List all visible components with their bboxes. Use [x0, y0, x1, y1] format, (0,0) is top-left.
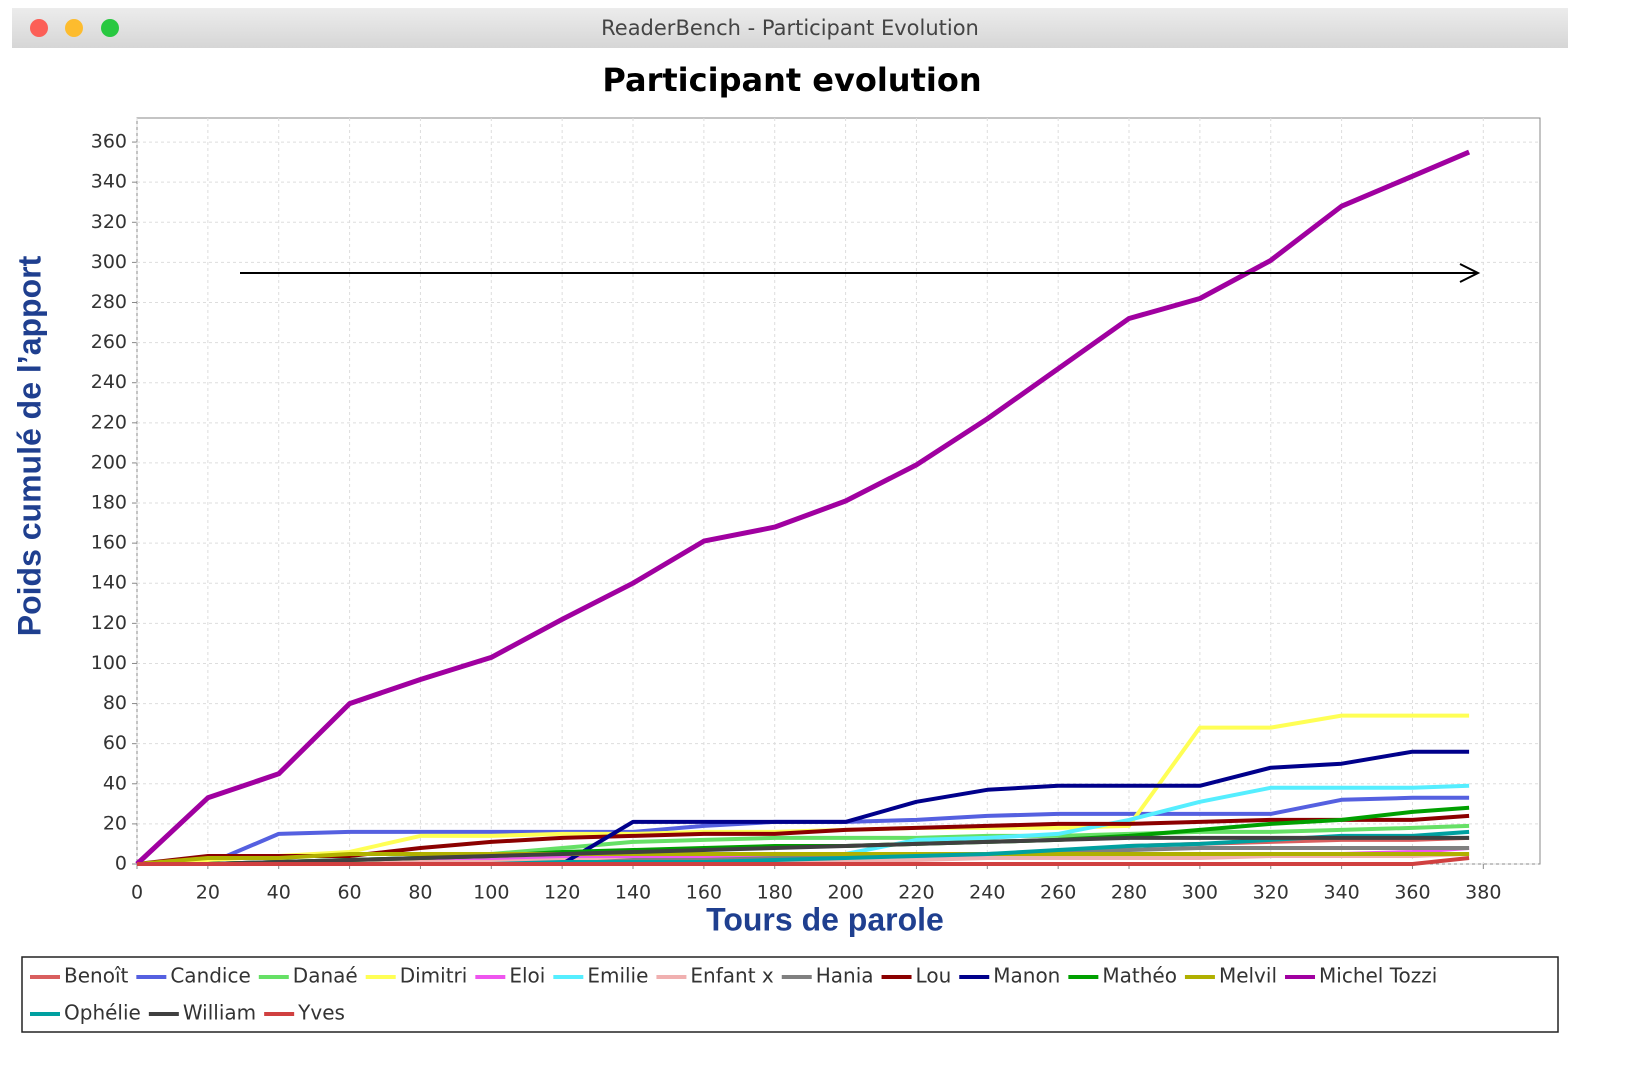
x-axis-label: Tours de parole — [706, 901, 944, 937]
legend-label: Mathéo — [1102, 964, 1177, 988]
x-tick-label: 360 — [1394, 882, 1430, 904]
legend-label: Hania — [816, 964, 874, 988]
x-tick-label: 20 — [196, 882, 220, 904]
y-tick-label: 160 — [91, 532, 127, 554]
legend-entry: Emilie — [553, 964, 648, 988]
legend-entry: Yves — [264, 1001, 345, 1025]
x-tick-label: 140 — [615, 882, 651, 904]
x-tick-label: 220 — [898, 882, 934, 904]
legend-box — [21, 956, 1559, 1033]
legend-label: Manon — [993, 964, 1060, 988]
legend-entry: Mathéo — [1068, 964, 1177, 988]
y-axis-label: Poids cumulé de l’apport — [11, 255, 47, 636]
y-tick-label: 320 — [91, 211, 127, 233]
legend-label: Michel Tozzi — [1319, 964, 1437, 988]
y-tick-label: 140 — [91, 572, 127, 594]
series-line — [135, 149, 1471, 866]
y-tick-label: 200 — [91, 451, 127, 473]
legend-entry: Hania — [781, 964, 874, 988]
legend-label: Yves — [297, 1001, 345, 1025]
y-tick-label: 340 — [91, 171, 127, 193]
x-tick-label: 320 — [1253, 882, 1289, 904]
window-title: ReaderBench - Participant Evolution — [601, 16, 979, 40]
y-tick-label: 120 — [91, 612, 127, 634]
legend-label: Lou — [916, 964, 952, 988]
x-tick-label: 240 — [969, 882, 1005, 904]
x-tick-label: 280 — [1111, 882, 1147, 904]
legend-label: Danaé — [293, 964, 358, 988]
y-tick-label: 0 — [115, 853, 127, 875]
legend-entry: Michel Tozzi — [1285, 964, 1437, 988]
series-line — [137, 856, 1470, 866]
legend-label: Eloi — [509, 964, 545, 988]
y-tick-label: 360 — [91, 131, 127, 153]
legend-label: Dimitri — [400, 964, 468, 988]
x-tick-label: 80 — [408, 882, 432, 904]
legend-label: Candice — [170, 964, 250, 988]
legend-entry: Melvil — [1184, 964, 1277, 988]
annotation-arrow — [240, 263, 1481, 283]
x-tick-label: 180 — [757, 882, 793, 904]
legend-entry: William — [148, 1001, 256, 1025]
legend-label: Enfant x — [690, 964, 773, 988]
y-tick-label: 180 — [91, 492, 127, 514]
legend-entry: Eloi — [475, 964, 545, 988]
y-tick-label: 100 — [91, 652, 127, 674]
x-tick-label: 200 — [827, 882, 863, 904]
y-tick-label: 40 — [103, 772, 127, 794]
y-tick-label: 300 — [91, 251, 127, 273]
series-line — [136, 852, 1470, 866]
legend-entry: Danaé — [258, 964, 358, 988]
y-tick-label: 240 — [91, 371, 127, 393]
legend-entry: Benoît — [30, 964, 128, 988]
legend-entry: Dimitri — [365, 964, 468, 988]
x-tick-label: 340 — [1323, 882, 1359, 904]
legend-label: Melvil — [1219, 964, 1277, 988]
x-tick-label: 60 — [337, 882, 361, 904]
legend-entry: Enfant x — [656, 964, 774, 988]
x-tick-label: 300 — [1182, 882, 1218, 904]
legend-label: Benoît — [64, 964, 128, 988]
chart-title: Participant evolution — [602, 61, 981, 99]
x-tick-label: 0 — [131, 882, 143, 904]
x-tick-label: 40 — [267, 882, 291, 904]
legend-label: William — [183, 1001, 256, 1025]
x-tick-label: 160 — [686, 882, 722, 904]
x-tick-label: 260 — [1040, 882, 1076, 904]
legend-label: Emilie — [587, 964, 648, 988]
title-bar — [12, 8, 1568, 48]
x-tick-label: 380 — [1465, 882, 1501, 904]
legend-entry: Lou — [881, 964, 952, 988]
y-tick-label: 280 — [91, 291, 127, 313]
y-tick-label: 220 — [91, 411, 127, 433]
minimize-button[interactable] — [65, 19, 83, 37]
y-tick-label: 260 — [91, 331, 127, 353]
zoom-button[interactable] — [101, 19, 119, 37]
y-tick-label: 20 — [103, 812, 127, 834]
y-tick-label: 80 — [103, 692, 127, 714]
x-tick-label: 100 — [473, 882, 509, 904]
x-tick-label: 120 — [544, 882, 580, 904]
close-button[interactable] — [30, 19, 48, 37]
y-tick-label: 60 — [103, 732, 127, 754]
arrow-head — [1459, 263, 1481, 283]
series-line — [137, 835, 1470, 866]
legend-entry: Ophélie — [30, 1001, 141, 1025]
legend-entry: Manon — [959, 964, 1060, 988]
legend-entry: Candice — [136, 964, 251, 988]
plot-area — [136, 117, 1541, 865]
legend-label: Ophélie — [64, 1001, 141, 1025]
